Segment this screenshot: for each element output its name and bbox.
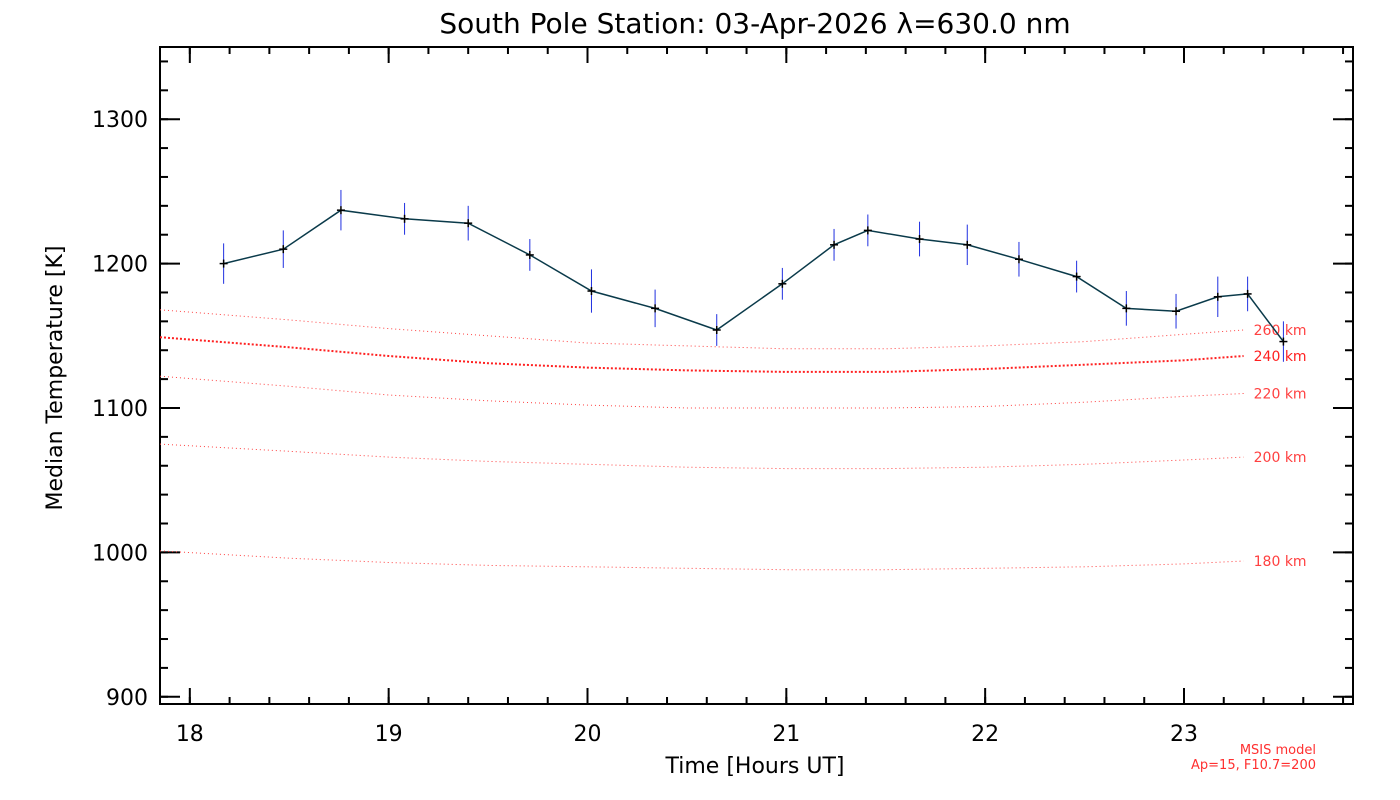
x-tick-label: 19 xyxy=(375,722,403,747)
msis-curve xyxy=(159,443,1244,470)
x-axis-label: Time [Hours UT] xyxy=(665,754,845,779)
msis-curve xyxy=(159,309,1244,350)
msis-curve-label: 220 km xyxy=(1254,387,1307,403)
series-line xyxy=(223,209,1284,343)
msis-curve-label: 240 km xyxy=(1254,349,1307,365)
msis-curve-label: 260 km xyxy=(1254,323,1307,339)
y-tick-label: 1000 xyxy=(92,541,148,566)
y-tick-label: 1200 xyxy=(92,253,148,278)
msis-model-note: MSIS model xyxy=(1240,743,1316,758)
x-tick-label: 22 xyxy=(971,722,999,747)
x-tick-label: 18 xyxy=(176,722,204,747)
chart-title: South Pole Station: 03-Apr-2026 λ=630.0 … xyxy=(439,7,1070,40)
msis-curve-label: 200 km xyxy=(1254,450,1307,466)
plot-frame xyxy=(159,46,1354,705)
msis-curve xyxy=(159,336,1244,373)
msis-params-note: Ap=15, F10.7=200 xyxy=(1191,758,1316,773)
data-series xyxy=(219,189,1288,362)
msis-curve xyxy=(159,375,1244,409)
y-axis-label: Median Temperature [K] xyxy=(43,246,68,511)
msis-model-curves: 260 km 240 km 220 km 200 km 180 km xyxy=(159,309,1307,571)
plot-area: 18 19 20 21 22 23 900 1000 1100 1200 1300 260 km 240… xyxy=(92,46,1354,747)
y-tick-label: 1100 xyxy=(92,397,148,422)
msis-curve-label: 180 km xyxy=(1254,554,1307,570)
x-tick-label: 21 xyxy=(772,722,800,747)
y-tick-label: 900 xyxy=(106,686,148,711)
x-tick-label: 20 xyxy=(573,722,601,747)
x-tick-label: 23 xyxy=(1170,722,1198,747)
y-tick-label: 1300 xyxy=(92,108,148,133)
msis-curve xyxy=(159,550,1244,571)
